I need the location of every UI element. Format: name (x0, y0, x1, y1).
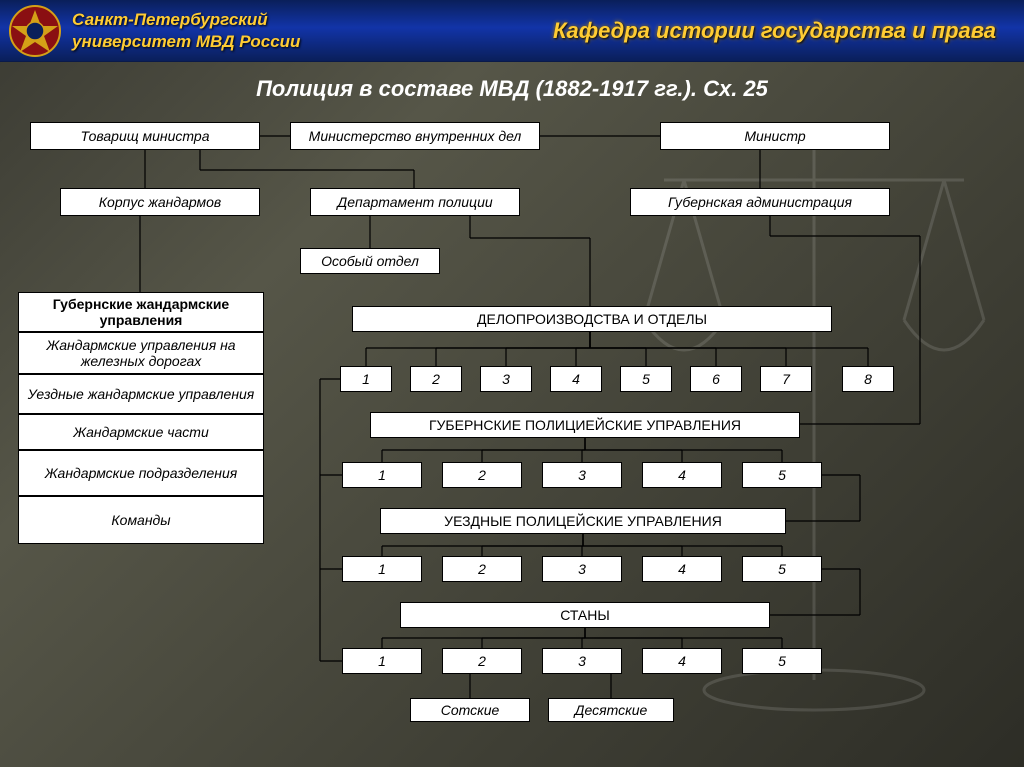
node-s2: 2 (442, 648, 522, 674)
page-title: Полиция в составе МВД (1882-1917 гг.). С… (0, 76, 1024, 102)
node-s4: 4 (642, 648, 722, 674)
node-u2: 2 (442, 556, 522, 582)
flowchart-canvas: Товарищ министра Министерство внутренних … (0, 112, 1024, 752)
node-n_gzh_upr: Губернские жандармские управления (18, 292, 264, 332)
node-n_stany: СТАНЫ (400, 602, 770, 628)
node-d4: 4 (550, 366, 602, 392)
node-g3: 3 (542, 462, 622, 488)
node-n_gpu: ГУБЕРНСКИЕ ПОЛИЦИЕЙСКИЕ УПРАВЛЕНИЯ (370, 412, 800, 438)
node-n_mvd: Министерство внутренних дел (290, 122, 540, 150)
mvd-emblem-icon (8, 4, 62, 58)
node-n_uezd_zh: Уездные жандармские управления (18, 374, 264, 414)
node-s5: 5 (742, 648, 822, 674)
node-g2: 2 (442, 462, 522, 488)
node-u3: 3 (542, 556, 622, 582)
node-g1: 1 (342, 462, 422, 488)
node-n_osobyi: Особый отдел (300, 248, 440, 274)
header-bar: Санкт-Петербургский университет МВД Росс… (0, 0, 1024, 62)
node-n_ministr: Министр (660, 122, 890, 150)
node-d5: 5 (620, 366, 672, 392)
department-name: Кафедра истории государства и права (553, 18, 1016, 44)
university-name: Санкт-Петербургский университет МВД Росс… (72, 9, 300, 52)
node-d2: 2 (410, 366, 462, 392)
node-d1: 1 (340, 366, 392, 392)
node-n_komandy: Команды (18, 496, 264, 544)
node-n_desyat: Десятские (548, 698, 674, 722)
node-u1: 1 (342, 556, 422, 582)
node-n_dept: Департамент полиции (310, 188, 520, 216)
node-s1: 1 (342, 648, 422, 674)
node-g5: 5 (742, 462, 822, 488)
node-n_korpus: Корпус жандармов (60, 188, 260, 216)
node-n_delo: ДЕЛОПРОИЗВОДСТВА И ОТДЕЛЫ (352, 306, 832, 332)
node-d6: 6 (690, 366, 742, 392)
node-n_zh_zhd: Жандармские управления на железных дорог… (18, 332, 264, 374)
node-n_tovarisch: Товарищ министра (30, 122, 260, 150)
node-d3: 3 (480, 366, 532, 392)
university-line1: Санкт-Петербургский (72, 9, 300, 30)
node-d8: 8 (842, 366, 894, 392)
node-g4: 4 (642, 462, 722, 488)
node-n_gubadm: Губернская администрация (630, 188, 890, 216)
node-n_sotskie: Сотские (410, 698, 530, 722)
node-n_zh_podr: Жандармские подразделения (18, 450, 264, 496)
node-u5: 5 (742, 556, 822, 582)
node-n_upu: УЕЗДНЫЕ ПОЛИЦЕЙСКИЕ УПРАВЛЕНИЯ (380, 508, 786, 534)
node-u4: 4 (642, 556, 722, 582)
node-d7: 7 (760, 366, 812, 392)
node-s3: 3 (542, 648, 622, 674)
node-n_zh_chasti: Жандармские части (18, 414, 264, 450)
university-line2: университет МВД России (72, 31, 300, 52)
